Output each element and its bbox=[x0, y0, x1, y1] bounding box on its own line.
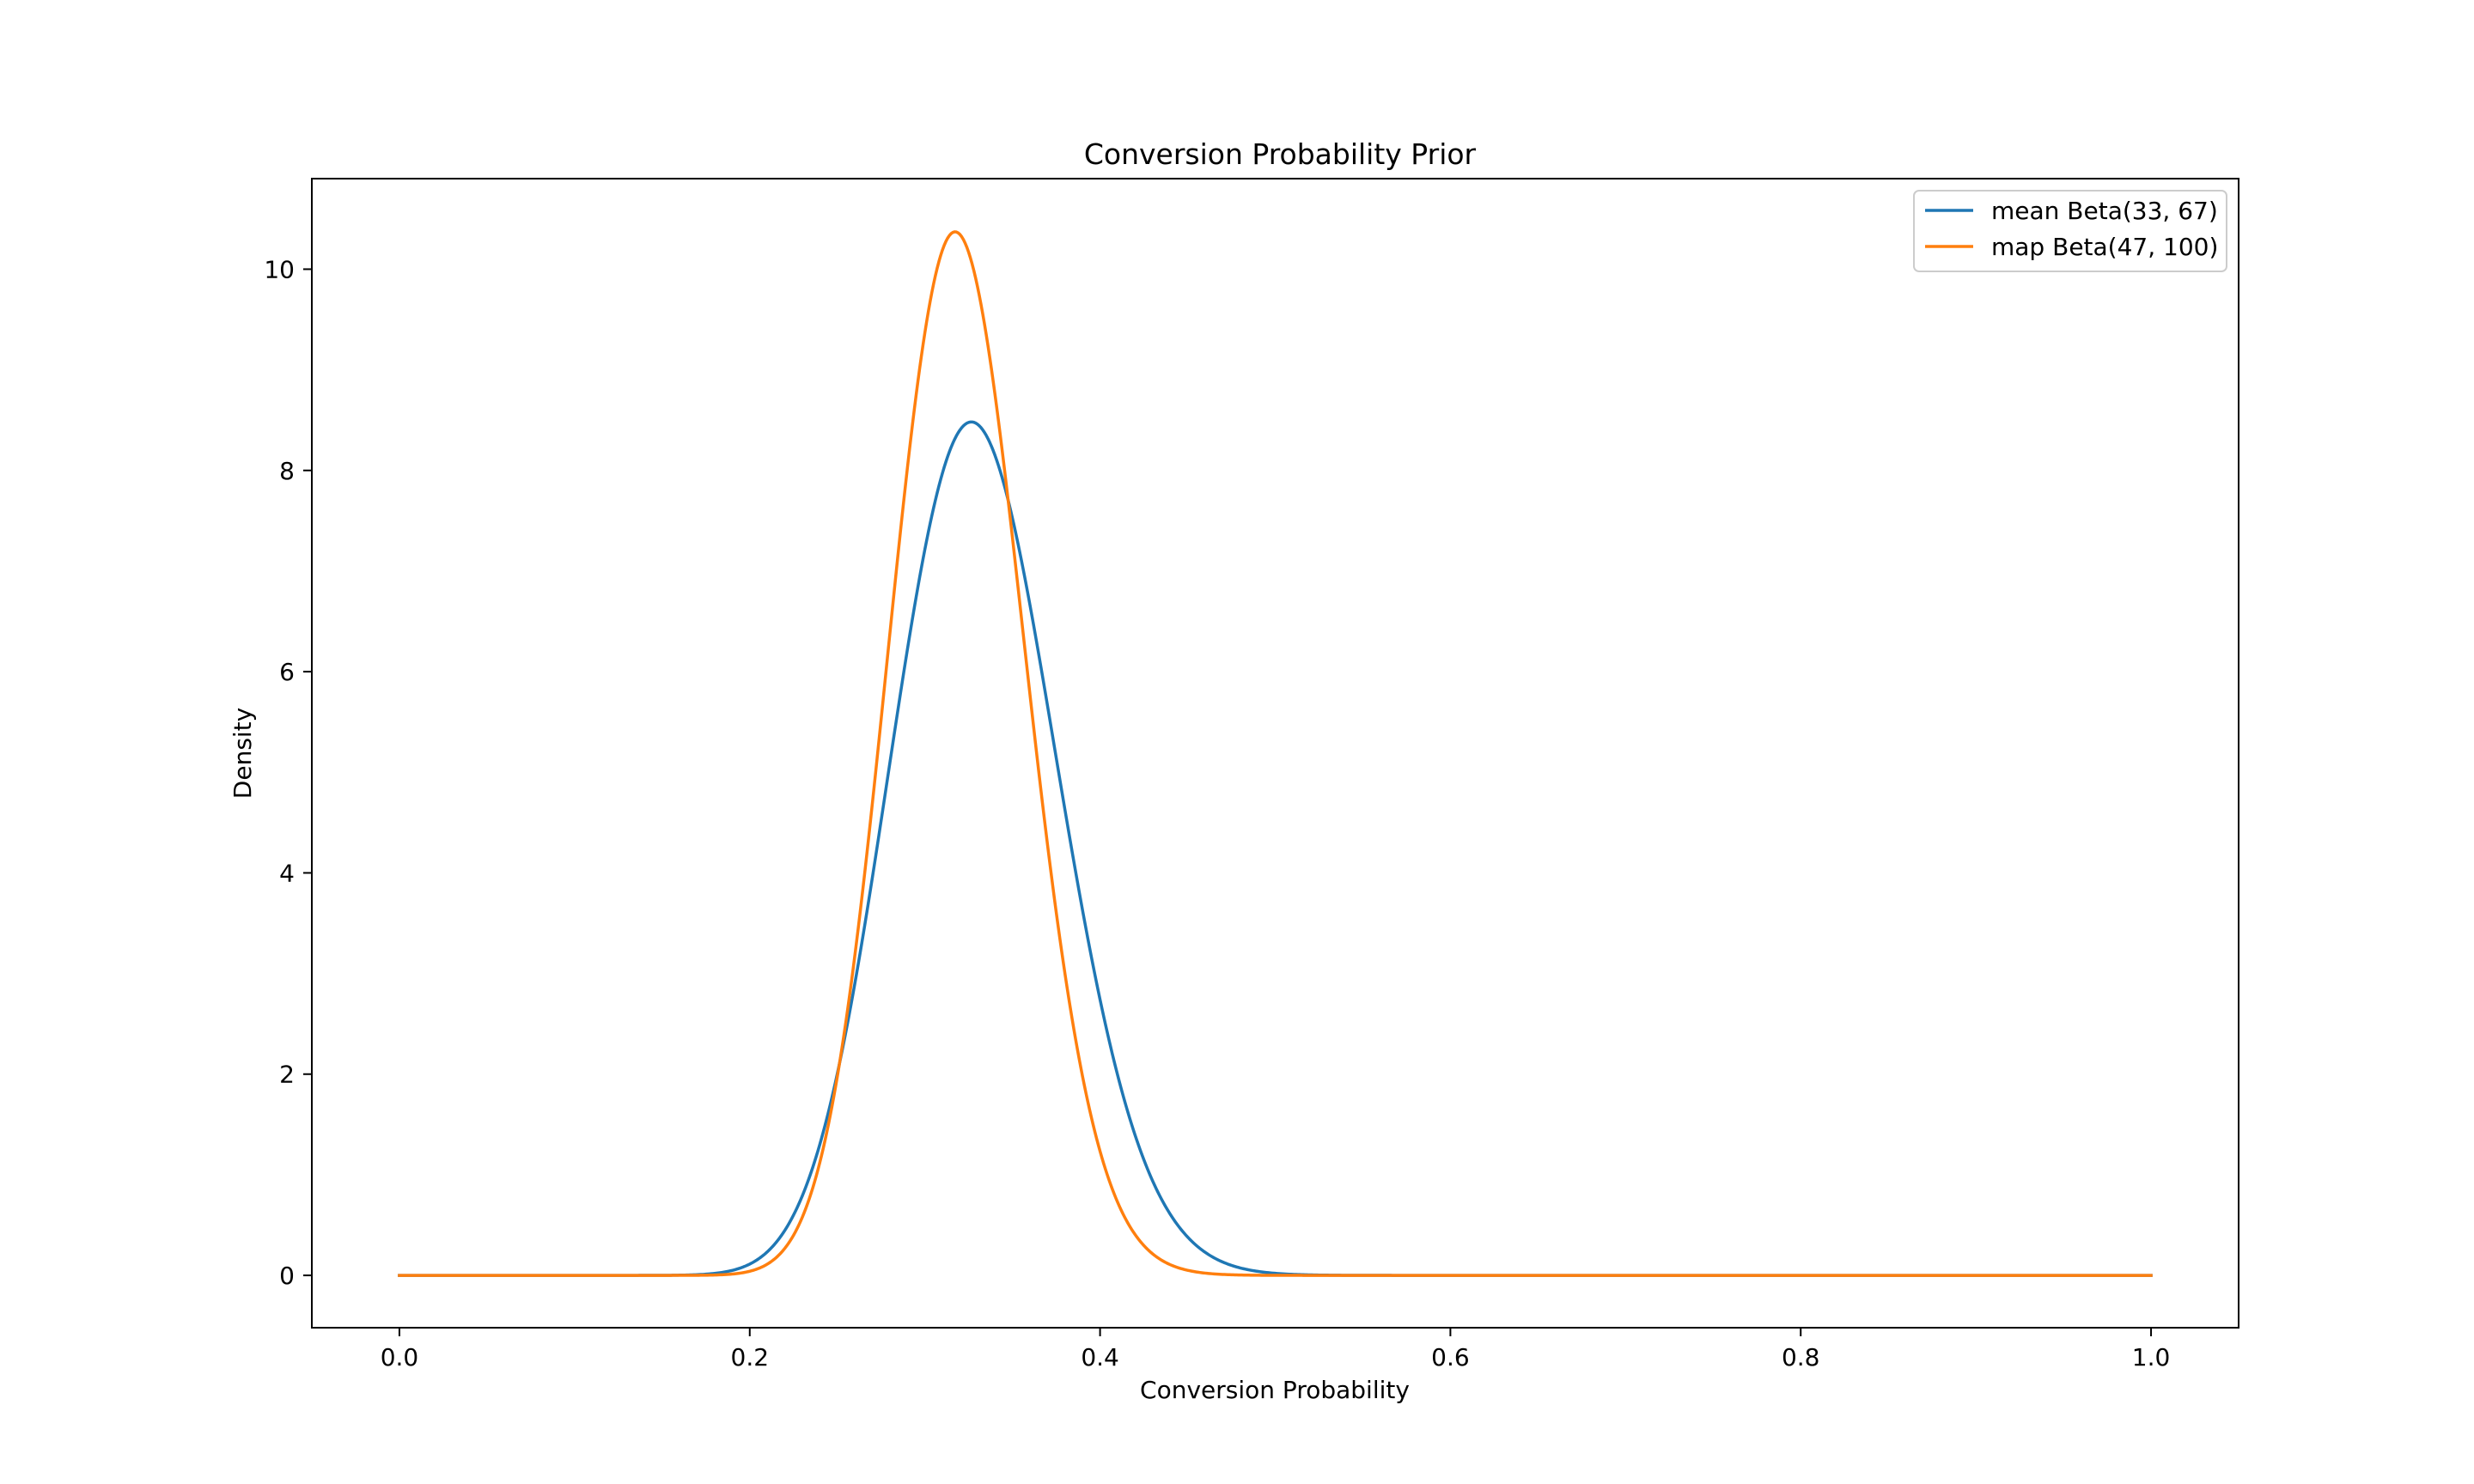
plot-area bbox=[311, 178, 2239, 1329]
legend-label-mean: mean Beta(33, 67) bbox=[1991, 197, 2218, 225]
y-tick-label: 4 bbox=[279, 859, 295, 887]
plot-frame bbox=[311, 178, 2239, 1329]
y-tick-label: 0 bbox=[279, 1262, 295, 1290]
y-axis-label: Density bbox=[229, 708, 257, 799]
x-tick-label: 1.0 bbox=[2132, 1343, 2171, 1371]
y-tick-label: 8 bbox=[279, 457, 295, 485]
legend: mean Beta(33, 67) map Beta(47, 100) bbox=[1913, 190, 2227, 272]
legend-label-map: map Beta(47, 100) bbox=[1991, 233, 2218, 261]
x-tick-label: 0.8 bbox=[1782, 1343, 1820, 1371]
series-line-1 bbox=[398, 230, 2153, 1277]
x-axis-label: Conversion Probability bbox=[1140, 1376, 1410, 1404]
y-tick-label: 6 bbox=[279, 658, 295, 686]
x-tick-label: 0.6 bbox=[1431, 1343, 1470, 1371]
y-tick-label: 10 bbox=[264, 255, 295, 283]
legend-frame bbox=[1913, 190, 2227, 272]
chart-title: Conversion Probability Prior bbox=[1084, 137, 1477, 171]
x-axis: 0.0 0.2 0.4 0.6 0.8 1.0 bbox=[381, 1328, 2171, 1371]
y-tick-label: 2 bbox=[279, 1061, 295, 1089]
series-layer bbox=[398, 230, 2153, 1277]
x-tick-label: 0.4 bbox=[1081, 1343, 1119, 1371]
x-tick-label: 0.2 bbox=[731, 1343, 770, 1371]
x-tick-label: 0.0 bbox=[381, 1343, 419, 1371]
y-axis: 0 2 4 6 8 10 bbox=[264, 255, 312, 1290]
